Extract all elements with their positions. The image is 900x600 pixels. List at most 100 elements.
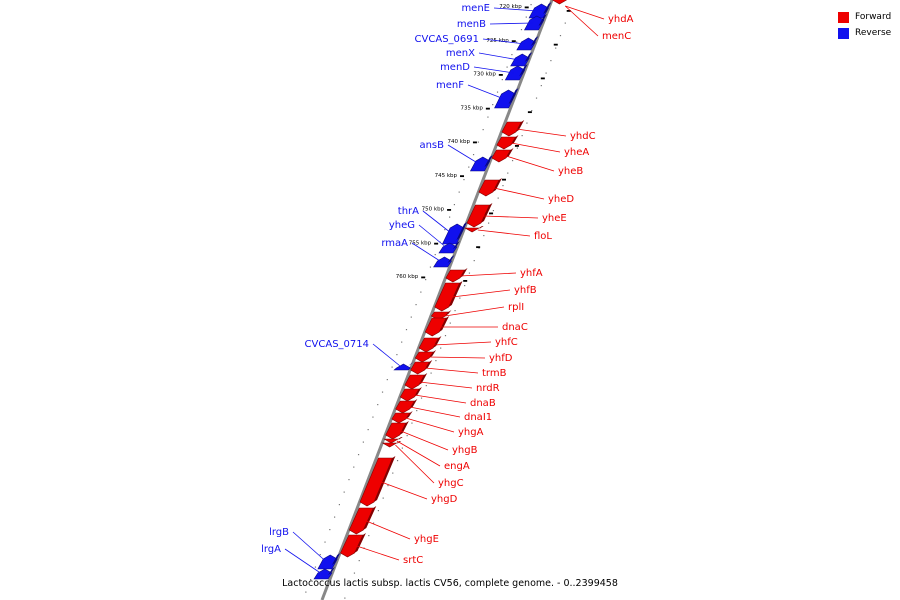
gene-label-CVCAS_0691[interactable]: CVCAS_0691 [415,34,479,45]
gene-label-yheE[interactable]: yheE [542,213,567,224]
gene-label-yhfC[interactable]: yhfC [495,337,518,348]
gene-label-menD[interactable]: menD [440,62,470,73]
gene-arrow[interactable] [383,438,400,444]
gene-label-thrA[interactable]: thrA [398,206,419,217]
minor-tick-dot [401,447,403,449]
gene-feature-yheA[interactable] [496,135,519,150]
gene-feature-lrgA[interactable] [313,567,335,580]
gene-feature-yheG[interactable] [438,241,460,254]
gene-label-yheG[interactable]: yheG [389,220,415,231]
gene-arrow[interactable] [393,363,411,371]
gene-label-dnaB[interactable]: dnaB [470,398,496,409]
gene-label-yhgB[interactable]: yhgB [452,445,478,456]
gene-label-lrgB[interactable]: lrgB [269,527,289,538]
gene-label-nrdR[interactable]: nrdR [476,383,500,394]
gene-arrow[interactable] [399,388,420,402]
gene-feature-menB[interactable] [523,14,547,31]
gene-feature-CVCAS_0714[interactable] [393,362,414,371]
gene-arrow[interactable] [463,227,481,233]
minor-tick-dot [488,222,490,224]
gene-label-yhgA[interactable]: yhgA [458,427,484,438]
gene-label-menB[interactable]: menB [457,19,486,30]
gene-label-CVCAS_0714[interactable]: CVCAS_0714 [305,339,369,350]
gene-feature-dnaC[interactable] [424,316,450,337]
gene-label-yhgE[interactable]: yhgE [414,534,439,545]
gene-feature-lrgB[interactable] [317,553,341,570]
gene-label-yhfD[interactable]: yhfD [489,353,513,364]
gene-label-dnaI1[interactable]: dnaI1 [464,412,492,423]
gene-arrow[interactable] [552,0,571,5]
gene-label-trmB[interactable]: trmB [482,368,507,379]
gene-label-yheB[interactable]: yheB [558,166,583,177]
gene-arrow[interactable] [391,412,411,424]
gene-label-rplI[interactable]: rplI [508,302,524,313]
gene-arrow[interactable] [478,179,500,197]
gene-label-menE[interactable]: menE [461,3,490,14]
gene-arrow[interactable] [501,121,522,137]
gene-label-yhdA[interactable]: yhdA [608,14,634,25]
gene-arrow[interactable] [404,374,425,390]
gene-arrow[interactable] [445,269,466,283]
gene-feature-yhgA[interactable] [391,411,413,424]
major-tick [485,107,490,110]
gene-arrow[interactable] [381,442,399,448]
gene-arrow[interactable] [491,149,512,163]
gene-label-ansB[interactable]: ansB [419,140,444,151]
legend-forward: Forward [838,9,891,25]
minor-tick-dot [344,597,346,599]
gene-label-dnaC[interactable]: dnaC [502,322,528,333]
gene-label-yhdC[interactable]: yhdC [570,131,596,142]
gene-arrow[interactable] [348,507,374,535]
gene-arrow[interactable] [340,534,364,558]
gene-feature-yheE[interactable] [466,203,493,228]
gene-arrow[interactable] [434,282,460,312]
gene-label-yhgD[interactable]: yhgD [431,494,458,505]
gene-arrow[interactable] [496,136,517,150]
gene-arrow[interactable] [395,400,415,414]
gene-leader-line [564,5,599,37]
gene-arrow[interactable] [418,337,439,353]
gene-feature-yhfB[interactable] [434,281,463,312]
gene-label-lrgA[interactable]: lrgA [261,544,281,555]
gene-arrow[interactable] [359,457,393,507]
minor-tick-dot [434,254,436,256]
gene-label-menC[interactable]: menC [602,31,631,42]
gene-label-yhfB[interactable]: yhfB [514,285,537,296]
gene-feature-yhfD[interactable] [414,350,437,363]
gene-label-engA[interactable]: engA [444,461,470,472]
minor-tick-dot [458,191,460,193]
gene-feature-yhfA[interactable] [445,268,468,283]
gene-label-rmaA[interactable]: rmaA [381,238,408,249]
gene-feature-menX[interactable] [510,52,533,67]
minor-tick-dot [435,360,437,362]
gene-feature-floL[interactable] [463,226,484,233]
gene-label-yhfA[interactable]: yhfA [520,268,543,279]
gene-feature-menF[interactable] [494,88,519,109]
gene-feature-engA[interactable] [383,437,403,444]
gene-feature-srtC[interactable] [340,533,366,558]
minor-tick-dot [353,466,355,468]
gene-feature-trmB[interactable] [410,360,433,375]
gene-feature-yhdA[interactable] [552,0,574,5]
gene-label-yheA[interactable]: yheA [564,147,589,158]
gene-label-floL[interactable]: floL [534,231,552,242]
gene-label-srtC[interactable]: srtC [403,555,423,566]
gene-arrow[interactable] [414,351,434,363]
gene-feature-dnaI1[interactable] [395,399,418,414]
gene-arrow[interactable] [385,422,407,440]
gene-label-yheD[interactable]: yheD [548,194,574,205]
gene-feature-dnaB[interactable] [399,387,422,402]
gene-feature-yheB[interactable] [491,148,514,163]
gene-label-yhgC[interactable]: yhgC [438,478,464,489]
gene-feature-yhgE[interactable] [348,506,377,535]
gene-feature-ansB[interactable] [469,155,493,172]
gene-label-menF[interactable]: menF [436,80,464,91]
gene-feature-yhgD[interactable] [359,456,396,507]
gene-label-menX[interactable]: menX [446,48,475,59]
gene-feature-menD[interactable] [504,64,528,81]
gene-feature-CVCAS_0691[interactable] [516,36,539,51]
gene-feature-thrA[interactable] [441,222,468,245]
gene-arrow[interactable] [424,317,447,337]
gene-arrow[interactable] [410,361,430,375]
gene-arrow[interactable] [466,204,490,228]
